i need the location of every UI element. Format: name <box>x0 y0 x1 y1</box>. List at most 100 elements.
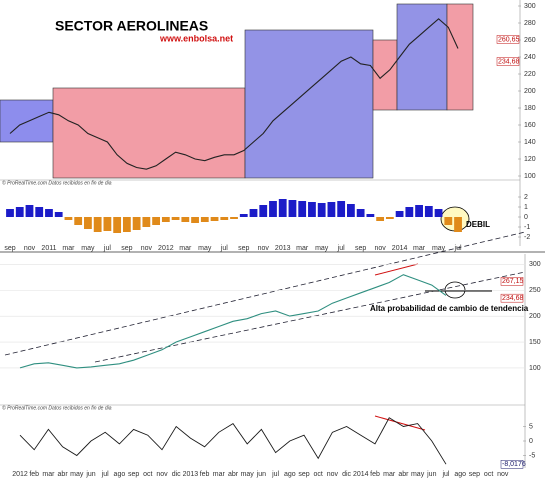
x-tick-label: nov <box>141 245 153 252</box>
histogram-bar <box>434 209 443 217</box>
x-tick-label: nov <box>258 245 270 252</box>
x-tick-label: mar <box>383 471 396 478</box>
histogram-bar <box>308 202 316 217</box>
x-tick-label: 2012 <box>12 471 28 478</box>
histogram-bar <box>239 214 248 217</box>
price-tag-label: 234,68 <box>498 58 520 65</box>
x-tick-label: nov <box>374 245 386 252</box>
trend-arrow <box>374 415 426 431</box>
x-tick-label: 2014 <box>392 245 408 252</box>
price-tag <box>500 277 524 286</box>
x-tick-label: may <box>241 471 255 478</box>
phase-box <box>244 29 374 179</box>
histogram-bar <box>191 217 199 223</box>
x-tick-label: sep <box>4 245 15 252</box>
price-line <box>9 18 459 170</box>
histogram-bar <box>210 217 219 221</box>
y-tick-label: 2 <box>524 194 528 201</box>
x-tick-label: jun <box>256 471 266 478</box>
x-tick-label: may <box>411 471 425 478</box>
histogram-bar <box>337 201 346 217</box>
x-tick-label: may <box>432 245 446 252</box>
x-tick-label: jul <box>220 245 228 252</box>
y-tick-label: 100 <box>524 173 536 180</box>
price-tag-label: 234,68 <box>502 295 524 302</box>
y-tick-label: 250 <box>529 287 541 294</box>
histogram-bar <box>269 201 277 217</box>
histogram-bar <box>444 217 453 225</box>
y-tick-label: -2 <box>524 234 530 241</box>
histogram-bar <box>103 217 112 231</box>
x-tick-label: 2013 <box>275 245 291 252</box>
histogram-bar <box>347 204 355 217</box>
y-tick-label: 100 <box>529 365 541 372</box>
y-tick-label: 240 <box>524 54 536 61</box>
chart-subtitle: www.enbolsa.net <box>159 33 233 43</box>
histogram-bar <box>6 209 14 217</box>
x-tick-label: mar <box>179 245 192 252</box>
price-tag <box>500 293 524 303</box>
x-tick-label: nov <box>327 471 339 478</box>
x-tick-label: ago <box>454 471 466 478</box>
x-tick-label: may <box>198 245 212 252</box>
y-tick-label: 200 <box>529 313 541 320</box>
chart-title: SECTOR AEROLINEAS <box>55 18 208 34</box>
histogram-bar <box>288 200 297 217</box>
price-tag-label: 267,15 <box>502 278 524 285</box>
y-tick-label: 180 <box>524 105 536 112</box>
phase-box <box>52 87 246 179</box>
y-tick-label: 300 <box>524 3 536 10</box>
x-tick-label: oct <box>484 471 493 478</box>
y-tick-label: 5 <box>529 423 533 430</box>
y-tick-label: -5 <box>529 452 535 459</box>
x-tick-label: ago <box>114 471 126 478</box>
histogram-bar <box>249 209 258 217</box>
y-tick-label: 1 <box>524 204 528 211</box>
trend-arrow <box>374 263 419 276</box>
histogram-bar <box>424 206 433 217</box>
x-tick-label: sep <box>238 245 249 252</box>
x-tick-label: mar <box>213 471 226 478</box>
histogram-bar <box>45 209 53 217</box>
price-tag-label: 260,65 <box>498 36 520 43</box>
y-tick-label: 260 <box>524 37 536 44</box>
x-tick-label: 2011 <box>41 245 56 252</box>
price-line <box>19 274 447 369</box>
histogram-bar <box>84 217 92 229</box>
x-tick-label: nov <box>497 471 509 478</box>
x-tick-label: feb <box>200 471 210 478</box>
price-tag <box>496 57 520 66</box>
x-tick-label: jul <box>337 245 345 252</box>
y-tick-label: 120 <box>524 156 536 163</box>
x-tick-label: jun <box>85 471 95 478</box>
price-tag <box>496 35 520 44</box>
histogram-bar <box>220 217 229 220</box>
y-tick-label: 0 <box>529 438 533 445</box>
x-tick-label: abr <box>398 471 409 478</box>
x-tick-label: mar <box>42 471 55 478</box>
histogram-bar <box>385 217 394 219</box>
x-tick-label: sep <box>298 471 309 478</box>
histogram-bar <box>142 217 151 227</box>
x-tick-label: may <box>81 245 95 252</box>
histogram-bar <box>230 217 238 219</box>
histogram-bar <box>152 217 160 225</box>
histogram-bar <box>25 205 34 217</box>
x-tick-label: nov <box>24 245 36 252</box>
histogram-bar <box>15 207 24 217</box>
y-tick-label: -1 <box>524 224 530 231</box>
price-tag <box>500 460 524 469</box>
x-tick-label: dic <box>172 471 181 478</box>
histogram-bar <box>298 201 307 217</box>
x-tick-label: jul <box>103 245 111 252</box>
histogram-bar <box>64 217 73 220</box>
histogram-bar <box>317 203 326 217</box>
x-tick-label: 2012 <box>158 245 174 252</box>
histogram-bar <box>259 205 268 217</box>
y-tick-label: 140 <box>524 139 536 146</box>
histogram-bar <box>74 217 83 225</box>
histogram-bar <box>405 207 414 217</box>
x-tick-label: may <box>70 471 84 478</box>
histogram-bar <box>366 214 375 217</box>
